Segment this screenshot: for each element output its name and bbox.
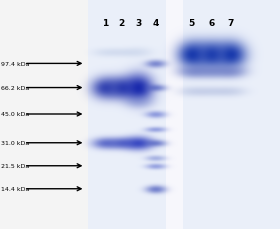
Text: 45.0 kDa: 45.0 kDa xyxy=(1,112,30,117)
Text: 31.0 kDa: 31.0 kDa xyxy=(1,141,30,146)
Text: 66.2 kDa: 66.2 kDa xyxy=(1,86,30,91)
Text: 1: 1 xyxy=(102,19,108,27)
Text: 7: 7 xyxy=(228,19,234,27)
Text: 97.4 kDa: 97.4 kDa xyxy=(1,62,30,67)
Text: 2: 2 xyxy=(119,19,125,27)
Text: 4: 4 xyxy=(152,19,158,27)
Text: 14.4 kDa: 14.4 kDa xyxy=(1,186,30,191)
Text: 21.5 kDa: 21.5 kDa xyxy=(1,164,30,169)
Text: 5: 5 xyxy=(189,19,195,27)
Text: 3: 3 xyxy=(136,19,142,27)
Text: 6: 6 xyxy=(208,19,214,27)
